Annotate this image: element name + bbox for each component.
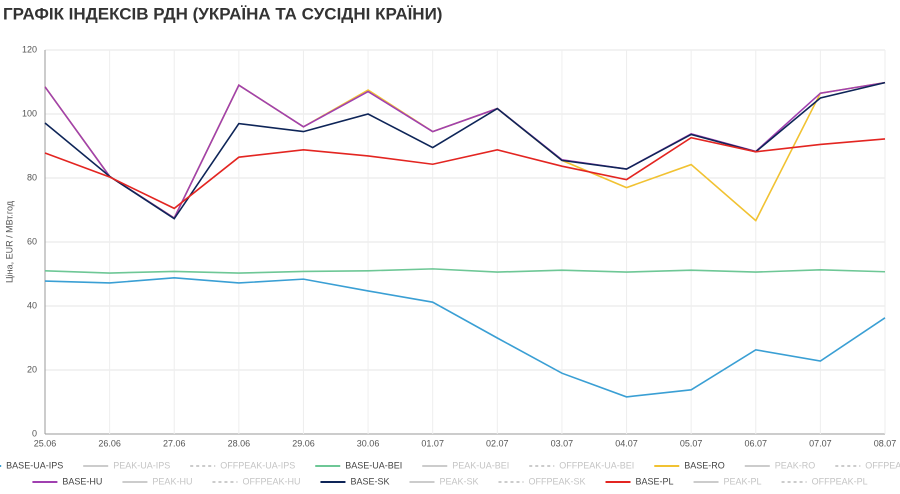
legend-label: PEAK-UA-IPS [113,460,170,470]
legend-row: BASE-UA-IPS PEAK-UA-IPS OFFPEAK-UA-IPS BASE… [0,460,900,470]
series-line [44,268,886,274]
legend-item[interactable]: OFFPEAK-UA-IPS [190,460,295,470]
legend-item[interactable]: BASE-UA-BEI [315,460,402,470]
x-tick-label: 02.07 [486,438,509,448]
x-tick-label: 26.06 [98,438,121,448]
legend-item[interactable]: PEAK-UA-IPS [83,460,170,470]
legend-item[interactable]: PEAK-RO [744,460,816,470]
x-tick-label: 27.06 [163,438,186,448]
legend-item[interactable]: BASE-RO [654,460,725,470]
legend-row: BASE-HU PEAK-HU OFFPEAK-HU BASE-SK PEAK-SK OF… [32,476,868,486]
legend-label: PEAK-HU [152,476,192,486]
x-tick-label: 25.06 [34,438,57,448]
legend-label: BASE-UA-BEI [345,460,402,470]
legend-label: BASE-HU [62,476,102,486]
legend-item[interactable]: BASE-SK [320,476,389,486]
x-tick-label: 03.07 [551,438,574,448]
y-axis-label: Ціна, EUR / МВт.год [4,200,14,283]
x-tick-label: 30.06 [357,438,380,448]
legend-item[interactable]: PEAK-PL [693,476,762,486]
series-line [44,136,886,210]
x-tick-label: 04.07 [615,438,638,448]
legend-item[interactable]: PEAK-HU [122,476,192,486]
x-tick-label: 05.07 [680,438,703,448]
legend-label: OFFPEAK-UA-IPS [220,460,295,470]
y-tick-label: 20 [27,364,37,374]
y-tick-label: 40 [27,300,37,310]
legend-label: OFFPEAK-UA-BEI [559,460,634,470]
y-tick-label: 0 [32,428,37,438]
legend-label: OFFPEAK-PL [812,476,868,486]
y-tick-label: 100 [22,108,37,118]
legend-item[interactable]: BASE-UA-IPS [0,460,63,470]
legend-label: BASE-SK [350,476,389,486]
legend-label: PEAK-UA-BEI [452,460,509,470]
legend-item[interactable]: BASE-HU [32,476,102,486]
chart-title: ГРАФІК ІНДЕКСІВ РДН (УКРАЇНА ТА СУСІДНІ … [3,4,442,23]
legend-label: PEAK-RO [775,460,816,470]
legend-item[interactable]: OFFPEAK-HU [212,476,300,486]
legend-label: BASE-RO [684,460,725,470]
legend-label: OFFPEAK-RO [865,460,900,470]
y-tick-label: 120 [22,44,37,54]
legend-item[interactable]: OFFPEAK-SK [498,476,586,486]
x-tick-label: 08.07 [874,438,897,448]
x-tick-label: 06.07 [745,438,768,448]
x-tick-label: 29.06 [292,438,315,448]
x-tick-label: 01.07 [421,438,444,448]
legend-item[interactable]: OFFPEAK-PL [781,476,868,486]
legend-item[interactable]: BASE-PL [605,476,674,486]
legend-item[interactable]: PEAK-SK [409,476,478,486]
y-tick-label: 80 [27,172,37,182]
legend-item[interactable]: PEAK-UA-BEI [422,460,509,470]
legend-label: BASE-PL [636,476,674,486]
legend-item[interactable]: OFFPEAK-RO [835,460,900,470]
y-tick-label: 60 [27,236,37,246]
legend-label: OFFPEAK-SK [528,476,585,486]
series-line [44,277,886,398]
x-tick-label: 07.07 [809,438,832,448]
legend-item[interactable]: OFFPEAK-UA-BEI [529,460,634,470]
legend-label: PEAK-PL [724,476,762,486]
legend-label: BASE-UA-IPS [6,460,63,470]
legend-label: PEAK-SK [439,476,478,486]
legend-label: OFFPEAK-HU [242,476,300,486]
series-line [44,81,886,220]
x-tick-label: 28.06 [228,438,251,448]
